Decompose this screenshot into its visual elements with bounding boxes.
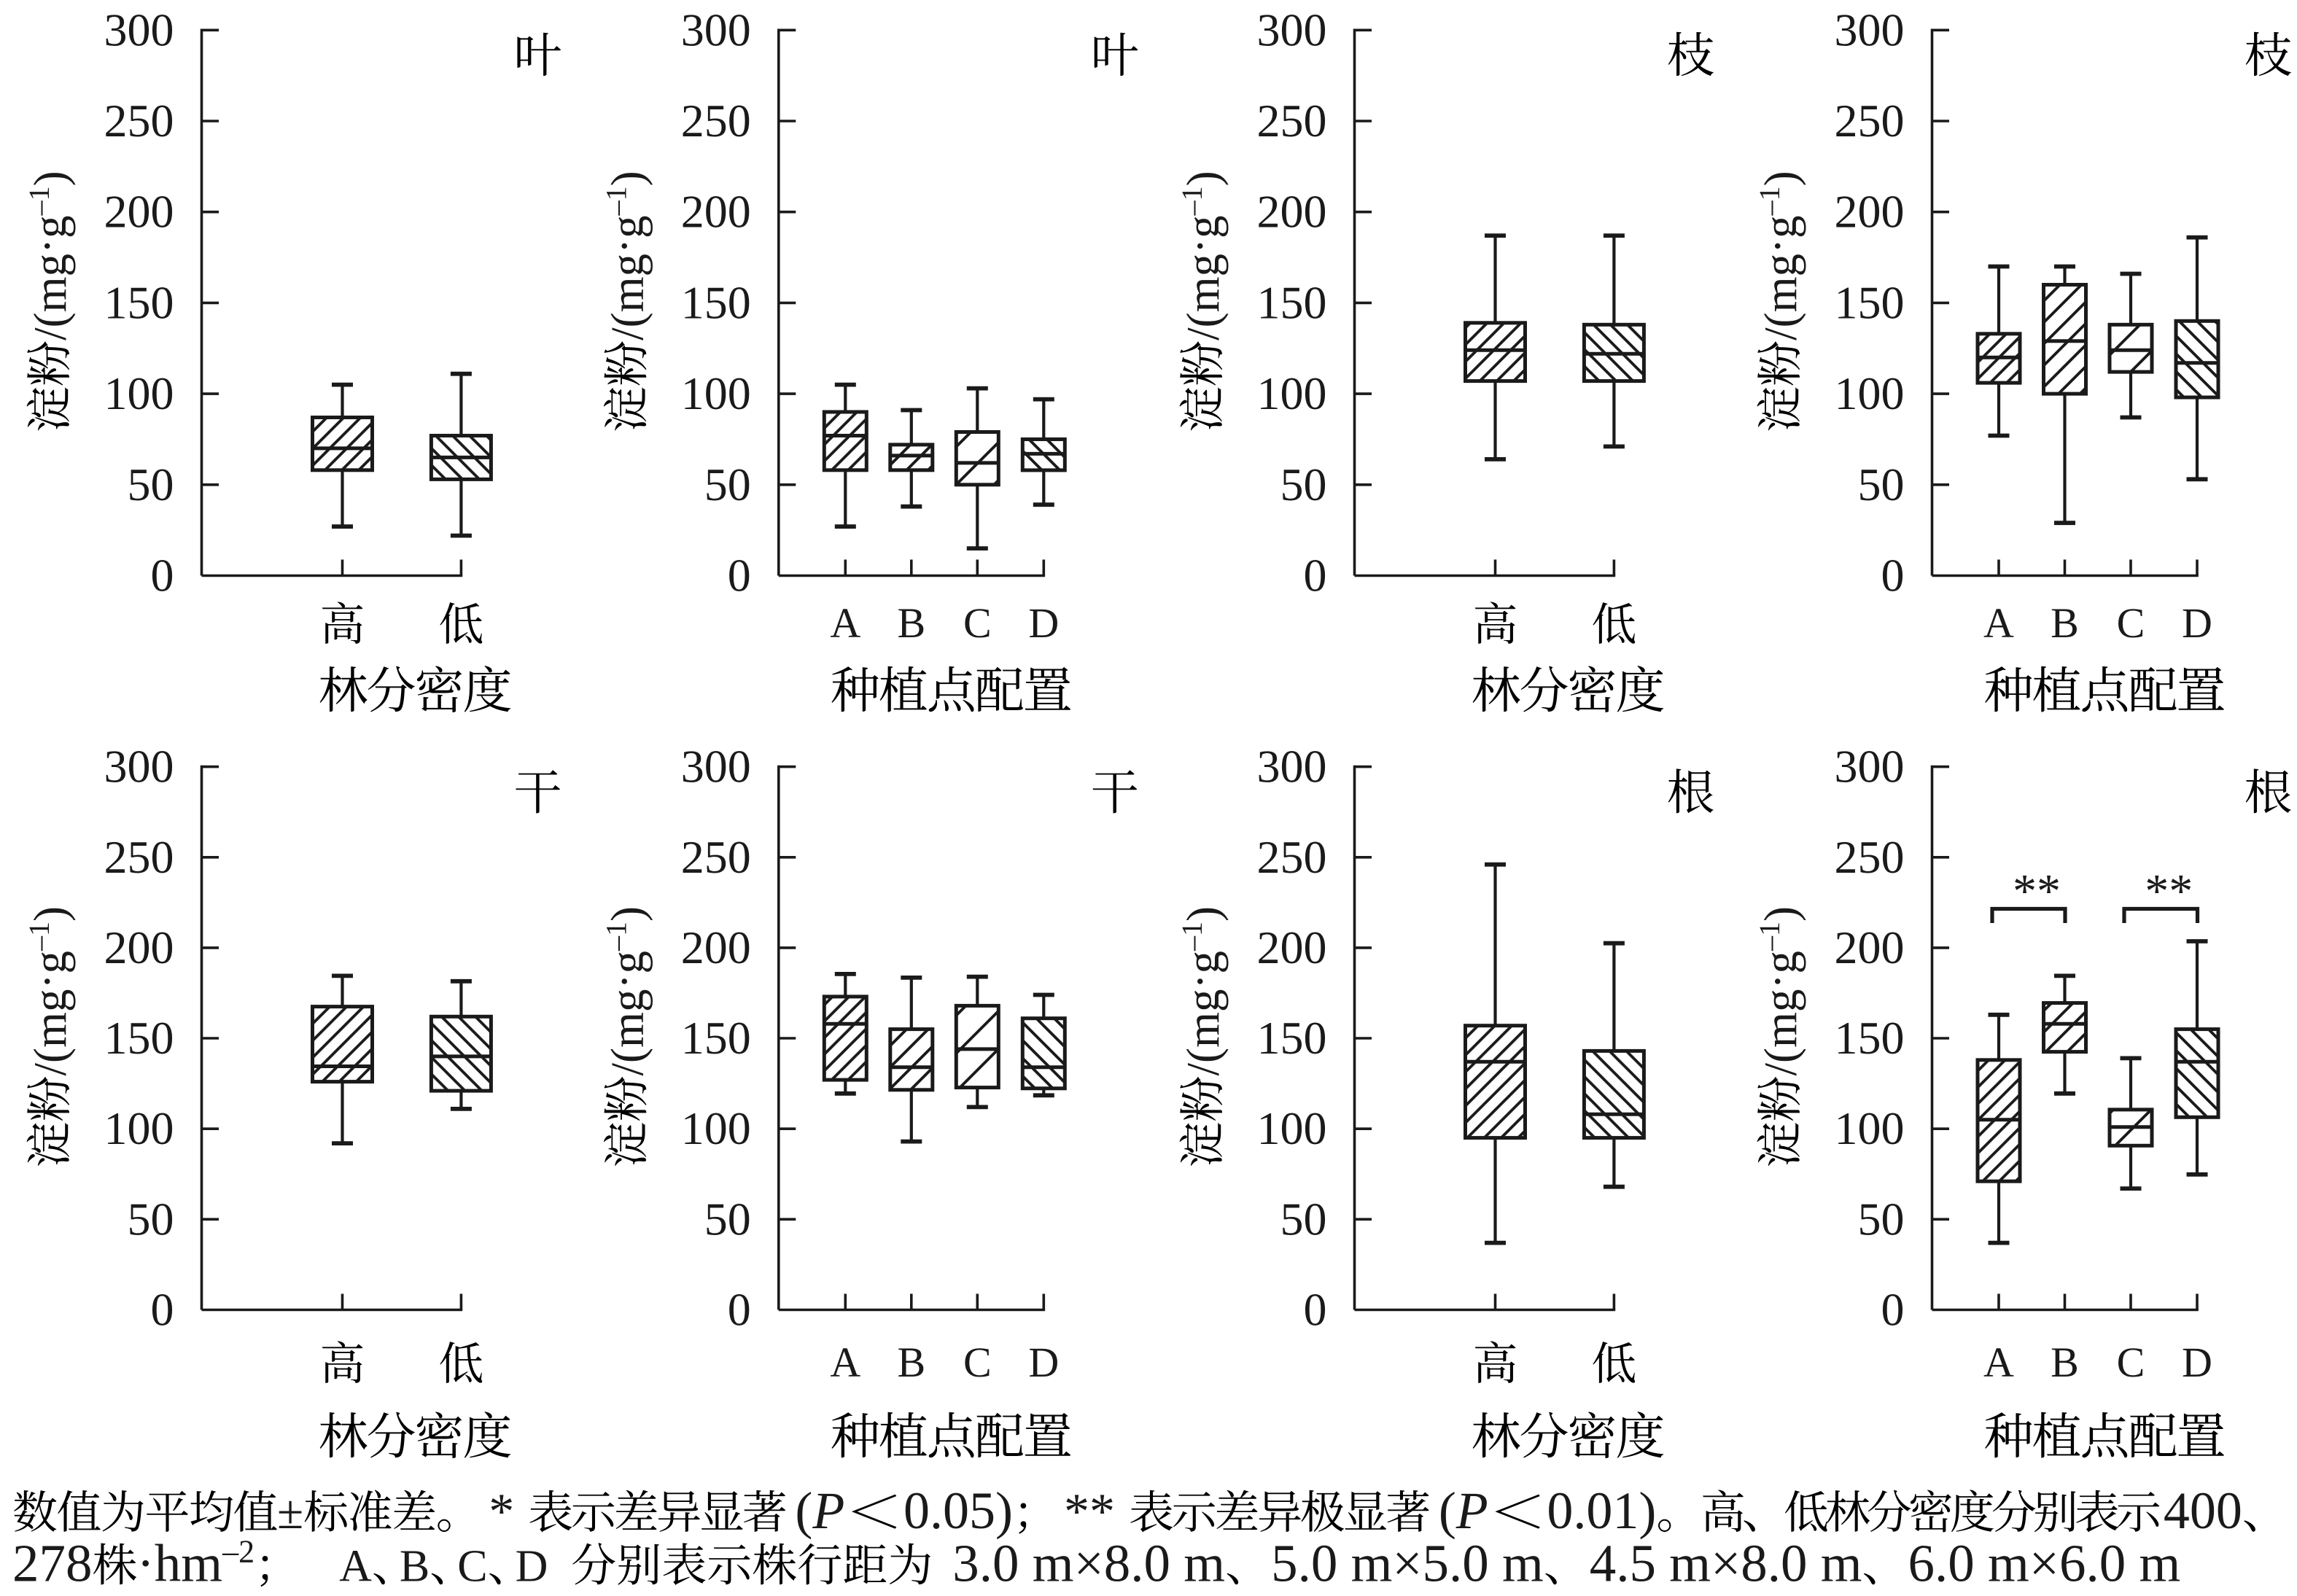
- svg-text:100: 100: [1835, 367, 1905, 419]
- svg-text:**: **: [2145, 865, 2193, 918]
- svg-text:C: C: [2117, 1339, 2145, 1386]
- svg-text:250: 250: [681, 831, 751, 883]
- svg-text:0.05): 0.05): [903, 1482, 1013, 1540]
- svg-text:200: 200: [1257, 186, 1327, 238]
- svg-text:D: D: [516, 1542, 548, 1592]
- svg-text:50: 50: [1858, 1193, 1905, 1245]
- svg-text:0: 0: [1881, 1284, 1905, 1336]
- svg-text:300: 300: [1257, 4, 1327, 55]
- svg-text:200: 200: [104, 922, 174, 973]
- svg-text:4.5 m×8.0 m: 4.5 m×8.0 m: [1590, 1534, 1862, 1593]
- svg-text:150: 150: [681, 276, 751, 328]
- svg-text:300: 300: [104, 741, 174, 793]
- svg-text:0.01): 0.01): [1547, 1482, 1656, 1540]
- svg-text:0: 0: [1304, 550, 1327, 602]
- svg-text:A: A: [339, 1542, 372, 1592]
- svg-text:B: B: [897, 599, 925, 647]
- svg-text:**: **: [1064, 1484, 1115, 1540]
- svg-text:5.0 m×5.0 m: 5.0 m×5.0 m: [1271, 1534, 1544, 1593]
- svg-text:300: 300: [681, 741, 751, 793]
- svg-text:100: 100: [681, 367, 751, 419]
- svg-text:250: 250: [1835, 95, 1905, 147]
- svg-text:50: 50: [1280, 459, 1327, 510]
- svg-text:P: P: [812, 1482, 844, 1540]
- svg-text:300: 300: [681, 4, 751, 55]
- svg-text:50: 50: [704, 459, 751, 510]
- svg-text:–2: –2: [222, 1534, 254, 1570]
- svg-text:50: 50: [128, 1193, 174, 1245]
- svg-text:(: (: [795, 1482, 812, 1540]
- svg-text:50: 50: [128, 459, 174, 510]
- svg-text:300: 300: [104, 4, 174, 55]
- svg-text:150: 150: [104, 276, 174, 328]
- svg-text:0: 0: [728, 1284, 751, 1336]
- svg-text:0: 0: [151, 550, 174, 602]
- svg-text:50: 50: [1858, 459, 1905, 510]
- svg-text:D: D: [2182, 599, 2212, 647]
- svg-text:C: C: [2117, 599, 2145, 647]
- svg-text:50: 50: [704, 1193, 751, 1245]
- svg-text:200: 200: [1835, 922, 1905, 973]
- svg-text:D: D: [1028, 599, 1059, 647]
- svg-text:150: 150: [681, 1012, 751, 1064]
- svg-text:100: 100: [104, 1102, 174, 1154]
- svg-text:150: 150: [1835, 276, 1905, 328]
- svg-text:250: 250: [681, 95, 751, 147]
- svg-text:100: 100: [1257, 1102, 1327, 1154]
- svg-text:300: 300: [1257, 741, 1327, 793]
- svg-text:250: 250: [1835, 831, 1905, 883]
- svg-text:250: 250: [104, 831, 174, 883]
- svg-text:C: C: [963, 1339, 992, 1386]
- svg-text:200: 200: [1257, 922, 1327, 973]
- svg-text:B: B: [2051, 599, 2079, 647]
- svg-text:3.0 m×8.0 m: 3.0 m×8.0 m: [952, 1534, 1225, 1593]
- svg-text:C: C: [457, 1542, 487, 1592]
- svg-text:B: B: [2051, 1339, 2079, 1386]
- svg-text:0: 0: [1881, 550, 1905, 602]
- svg-text:B: B: [400, 1542, 430, 1592]
- svg-text:150: 150: [1835, 1012, 1905, 1064]
- svg-text:100: 100: [681, 1102, 751, 1154]
- svg-text:150: 150: [104, 1012, 174, 1064]
- svg-text:D: D: [2182, 1339, 2212, 1386]
- svg-text:A: A: [1983, 599, 2014, 647]
- svg-text:250: 250: [104, 95, 174, 147]
- svg-text:P: P: [1455, 1482, 1488, 1540]
- svg-text:A: A: [1983, 1339, 2014, 1386]
- svg-text:(: (: [1439, 1482, 1456, 1540]
- svg-text:300: 300: [1835, 4, 1905, 55]
- svg-text:278: 278: [12, 1534, 93, 1593]
- svg-text:150: 150: [1257, 1012, 1327, 1064]
- svg-text:100: 100: [104, 367, 174, 419]
- svg-text:250: 250: [1257, 831, 1327, 883]
- svg-text:250: 250: [1257, 95, 1327, 147]
- svg-text:±: ±: [277, 1486, 303, 1539]
- svg-text:A: A: [830, 599, 860, 647]
- svg-text:0: 0: [151, 1284, 174, 1336]
- svg-text:200: 200: [681, 186, 751, 238]
- svg-text:0: 0: [728, 550, 751, 602]
- svg-text:200: 200: [1835, 186, 1905, 238]
- svg-text:150: 150: [1257, 276, 1327, 328]
- svg-text:200: 200: [681, 922, 751, 973]
- svg-text:50: 50: [1280, 1193, 1327, 1245]
- svg-text:A: A: [830, 1339, 860, 1386]
- svg-text:0: 0: [1304, 1284, 1327, 1336]
- svg-text:100: 100: [1257, 367, 1327, 419]
- svg-text:/(mg·g–1): /(mg·g–1): [1752, 171, 1806, 340]
- svg-text:*: *: [489, 1484, 514, 1540]
- svg-text:**: **: [2013, 865, 2061, 918]
- svg-text:D: D: [1028, 1339, 1059, 1386]
- svg-text:200: 200: [104, 186, 174, 238]
- svg-text:·hm: ·hm: [137, 1534, 223, 1593]
- svg-text:100: 100: [1835, 1102, 1905, 1154]
- svg-text:6.0 m×6.0 m: 6.0 m×6.0 m: [1908, 1534, 2181, 1593]
- svg-text:B: B: [897, 1339, 925, 1386]
- svg-text:400: 400: [2164, 1482, 2242, 1540]
- svg-text:300: 300: [1835, 741, 1905, 793]
- svg-text:/(mg·g–1): /(mg·g–1): [1175, 171, 1229, 340]
- svg-text:C: C: [963, 599, 992, 647]
